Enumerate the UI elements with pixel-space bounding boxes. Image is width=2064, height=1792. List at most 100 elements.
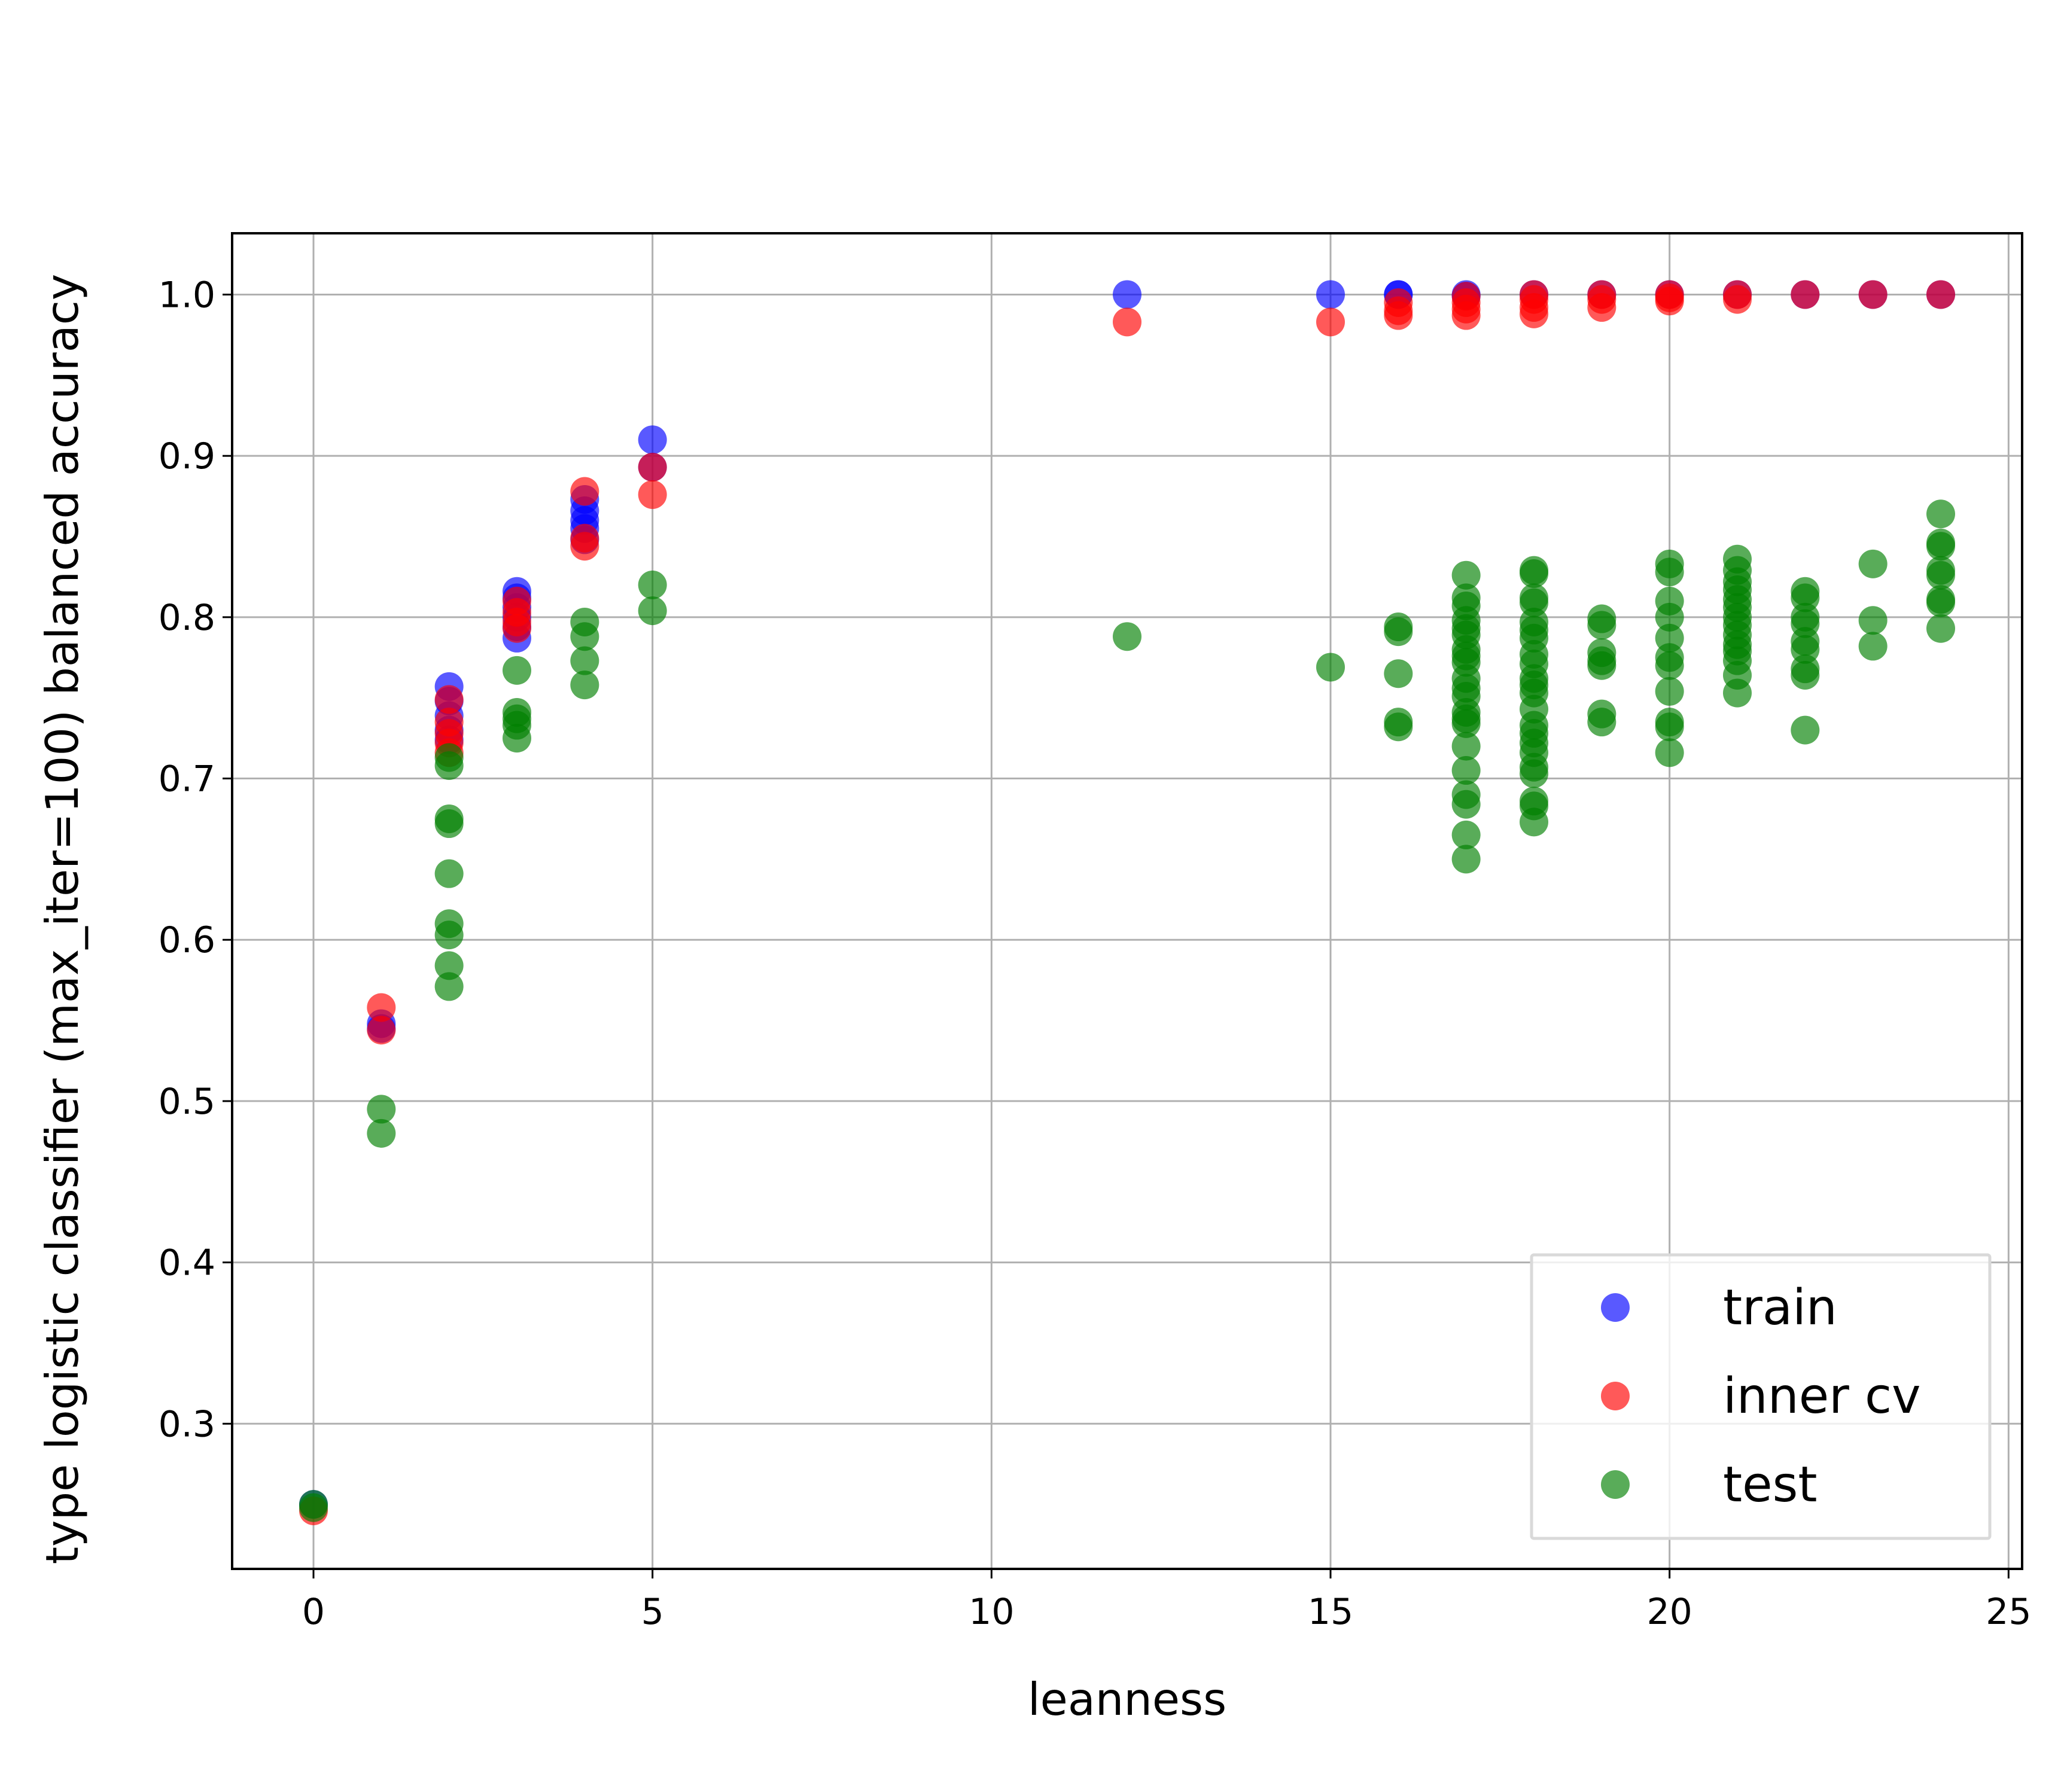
test-point [434, 951, 464, 980]
test-point [1316, 653, 1345, 682]
test-point [503, 724, 531, 753]
test-point [1451, 709, 1481, 738]
train-point [1316, 280, 1345, 309]
test-point [1451, 560, 1481, 590]
train-point [638, 425, 667, 455]
inner-cv-point [1723, 285, 1752, 314]
test-point [570, 622, 599, 651]
y-tick-label: 1.0 [159, 274, 215, 316]
test-point [299, 1493, 328, 1522]
legend: train inner cv test [1530, 1253, 1992, 1540]
test-point [1587, 708, 1617, 737]
test-point [1858, 549, 1888, 578]
test-point [1384, 659, 1413, 688]
x-tick-label: 25 [1986, 1591, 2031, 1633]
legend-label: train [1723, 1279, 1837, 1336]
inner-cv-point [1655, 287, 1684, 316]
test-point [1655, 738, 1684, 767]
inner-cv-point [1520, 299, 1548, 328]
y-axis-label: type logistic classifier (max_iter=100) … [36, 274, 89, 1565]
inner-cv-point [1316, 307, 1345, 337]
test-point [1113, 622, 1141, 651]
test-point [1723, 678, 1752, 708]
test-point [1384, 617, 1413, 647]
data-points [299, 280, 1955, 1525]
plot-frame [231, 232, 2023, 1570]
test-point [1791, 660, 1820, 690]
inner-cv-point [570, 477, 599, 506]
test-point [1858, 606, 1888, 635]
test-point [638, 596, 667, 626]
y-tick-label: 0.8 [159, 597, 215, 639]
inner-cv-point [434, 685, 464, 714]
legend-label: inner cv [1723, 1368, 1921, 1425]
inner-cv-point [503, 614, 531, 643]
test-point [1655, 676, 1684, 706]
x-tick-label: 15 [1308, 1591, 1353, 1633]
test-point [1451, 845, 1481, 874]
test-point [570, 671, 599, 700]
test-point [1451, 820, 1481, 849]
test-point [1451, 732, 1481, 761]
test-point [434, 809, 464, 839]
test-point [434, 859, 464, 888]
test-point [1451, 790, 1481, 819]
inner-cv-point [1791, 280, 1820, 309]
test-point [1655, 557, 1684, 587]
x-tick-label: 20 [1646, 1591, 1692, 1633]
test-point [638, 570, 667, 599]
inner-cv-point [1926, 280, 1955, 309]
test-point [367, 1095, 396, 1124]
axis-ticks: 0 5 10 15 20 25 0.3 0.4 0.5 0.6 0.7 0.8 0.9 1.0 [159, 274, 2032, 1633]
y-tick-label: 0.4 [159, 1242, 215, 1284]
test-point [1791, 715, 1820, 745]
inner-cv-point [1451, 301, 1481, 330]
test-point [1520, 807, 1548, 837]
train-point [1113, 280, 1141, 309]
test-point [1451, 756, 1481, 785]
test-point [1587, 611, 1617, 640]
test-point [1926, 588, 1955, 617]
legend-marker [1601, 1470, 1630, 1499]
y-tick-label: 0.6 [159, 919, 215, 961]
inner-cv-point [638, 480, 667, 509]
test-point [434, 743, 464, 772]
test-point [1926, 614, 1955, 643]
x-tick-label: 5 [641, 1591, 664, 1633]
test-point [434, 972, 464, 1001]
test-point [367, 1119, 396, 1148]
test-point [1926, 532, 1955, 561]
y-tick-label: 0.3 [159, 1403, 215, 1445]
y-tick-label: 0.9 [159, 435, 215, 477]
test-point [1655, 651, 1684, 680]
test-point [570, 646, 599, 675]
x-tick-label: 0 [302, 1591, 325, 1633]
legend-box [1530, 1253, 1992, 1540]
inner-cv-point [570, 532, 599, 561]
test-point [1655, 712, 1684, 742]
inner-cv-point [1587, 293, 1617, 322]
test-point [1384, 712, 1413, 742]
x-tick-label: 10 [969, 1591, 1014, 1633]
test-point [1858, 632, 1888, 661]
x-axis-label: leanness [1028, 1673, 1226, 1726]
test-point [1587, 651, 1617, 680]
legend-marker [1601, 1293, 1630, 1322]
test-point [503, 656, 531, 685]
y-tick-label: 0.5 [159, 1081, 215, 1123]
inner-cv-point [1113, 307, 1141, 337]
inner-cv-point [1858, 280, 1888, 309]
test-point [1520, 759, 1548, 788]
legend-marker [1601, 1382, 1630, 1410]
test-point [1520, 559, 1548, 589]
test-point [434, 921, 464, 950]
inner-cv-point [367, 1016, 396, 1045]
inner-cv-point [367, 993, 396, 1022]
test-point [1926, 560, 1955, 590]
legend-label: test [1723, 1456, 1817, 1513]
test-point [1655, 602, 1684, 632]
test-point [1926, 499, 1955, 529]
y-tick-label: 0.7 [159, 758, 215, 800]
inner-cv-point [1384, 301, 1413, 330]
